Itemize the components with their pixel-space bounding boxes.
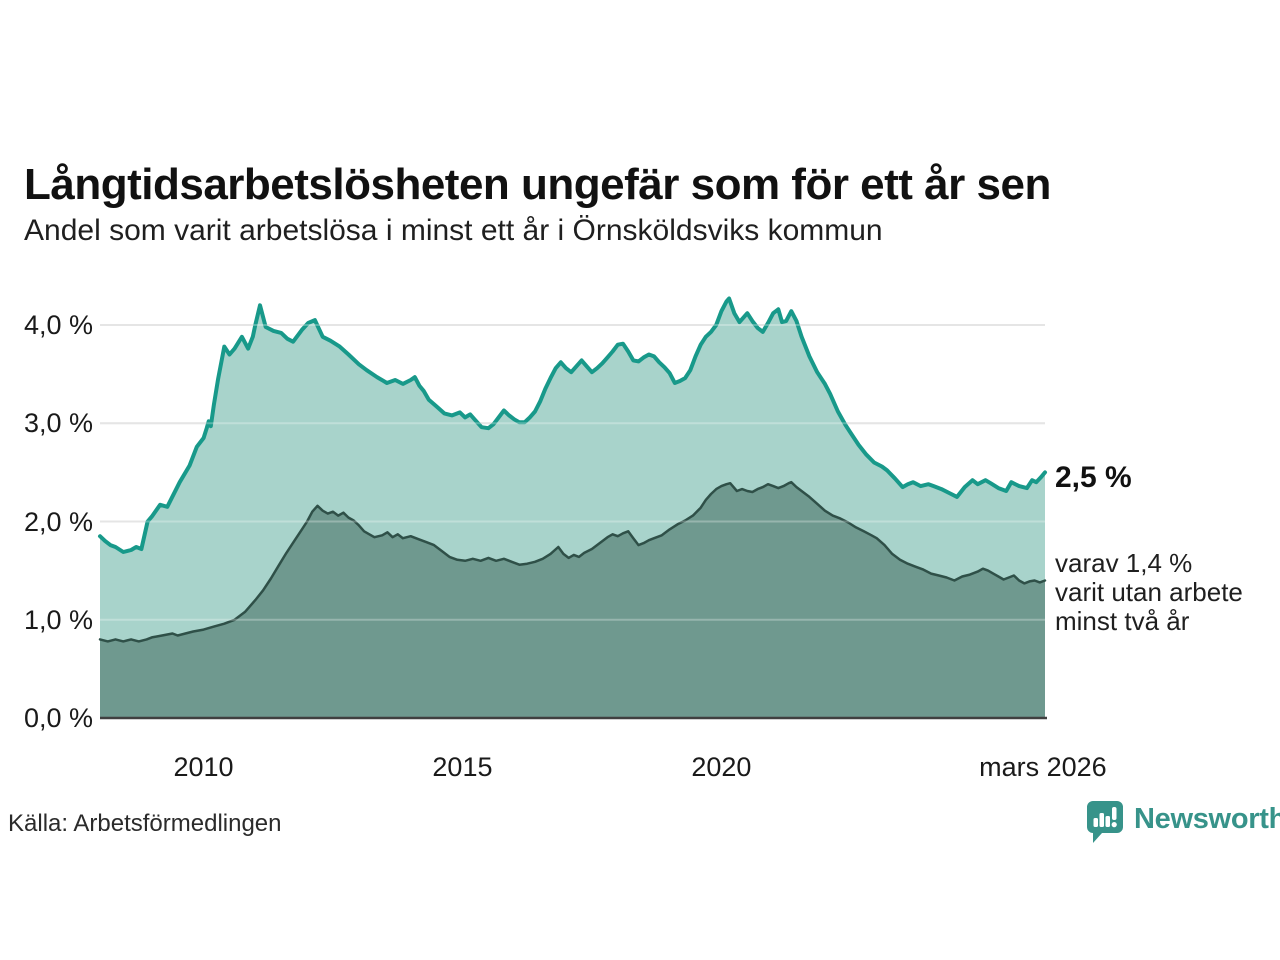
newsworthy-wordmark: Newsworthy xyxy=(1134,803,1280,835)
line-minst-ett-ar xyxy=(98,296,1047,554)
line-minst-tva-ar xyxy=(98,480,1047,643)
y-axis-tick-label: 2,0 % xyxy=(23,506,93,537)
area-minst-tva-ar xyxy=(100,482,1045,718)
x-axis-tick-label: 2015 xyxy=(432,752,493,782)
source-note: Källa: Arbetsförmedlingen xyxy=(8,810,282,837)
x-axis-tick-label: 2010 xyxy=(173,752,234,782)
newsworthy-icon xyxy=(1087,801,1123,843)
y-axis-tick-label: 4,0 % xyxy=(23,310,93,340)
latest-value-label: 2,5 % xyxy=(1055,461,1132,494)
latest-breakdown-label: varav 1,4 % varit utan arbete minst två … xyxy=(1055,548,1243,636)
y-axis-tick-label: 1,0 % xyxy=(23,604,93,635)
logo-bubble-shape xyxy=(1087,801,1123,843)
page-title: Långtidsarbetslösheten ungefär som för e… xyxy=(24,160,1051,210)
y-axis-tick-label: 3,0 % xyxy=(23,408,93,439)
logo-bars-icon xyxy=(1093,807,1117,828)
x-axis-tick-label: mars 2026 xyxy=(979,752,1107,782)
page-subtitle: Andel som varit arbetslösa i minst ett å… xyxy=(24,214,883,247)
newsworthy-logo[interactable]: Newsworthy xyxy=(1086,800,1280,846)
y-axis-tick-label: 0,0 % xyxy=(23,703,93,733)
x-axis-tick-label: 2020 xyxy=(691,752,752,782)
